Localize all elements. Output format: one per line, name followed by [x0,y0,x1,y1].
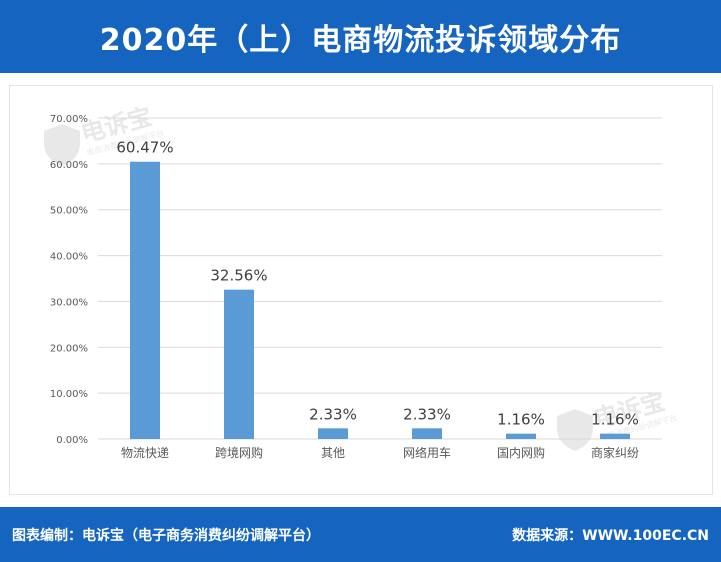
x-category-label: 国内网购 [497,445,545,460]
x-category-label: 物流快递 [121,446,169,460]
bar-value-label: 2.33% [309,405,357,423]
x-category-label: 其他 [321,446,345,460]
page-title: 2020年（上）电商物流投诉领域分布 [99,22,622,58]
chart-area: 电诉宝 电商消费纠纷调解平台 电诉宝 电商消费纠纷调解平台 0.00% 10.00% 20.… [9,85,713,495]
bar [412,428,442,439]
bar-value-label: 1.16% [591,411,639,429]
x-category-label: 网络用车 [403,445,451,460]
y-tick-label: 60.00% [50,160,88,171]
bar-value-label: 2.33% [403,405,451,423]
footer-credit: 图表编制：电诉宝（电子商务消费纠纷调解平台） [12,527,320,544]
footer-bar: 图表编制：电诉宝（电子商务消费纠纷调解平台） 数据来源：WWW.100EC.CN [0,507,721,562]
bar-value-label: 32.56% [210,267,267,285]
y-tick-label: 50.00% [50,206,88,217]
y-tick-label: 20.00% [50,343,88,354]
header-bar: 2020年（上）电商物流投诉领域分布 [0,0,721,73]
x-category-label: 跨境网购 [215,445,263,460]
bar-chart: 电诉宝电商消费纠纷调解平台电诉宝电商消费纠纷调解平台0.00%10.00%20.… [44,102,678,460]
y-tick-label: 70.00% [50,114,88,125]
bar [224,289,254,439]
bar-value-label: 1.16% [497,411,545,429]
bar [600,433,630,439]
bar [130,161,160,440]
y-tick-label: 30.00% [50,297,88,308]
bar [506,433,536,439]
y-tick-label: 10.00% [50,389,88,400]
footer-source: 数据来源：WWW.100EC.CN [512,527,709,544]
y-tick-label: 40.00% [50,252,88,263]
bar-value-label: 60.47% [116,139,173,157]
x-category-label: 商家纠纷 [591,445,639,460]
bar [318,428,348,439]
y-tick-label: 0.00% [56,435,88,446]
